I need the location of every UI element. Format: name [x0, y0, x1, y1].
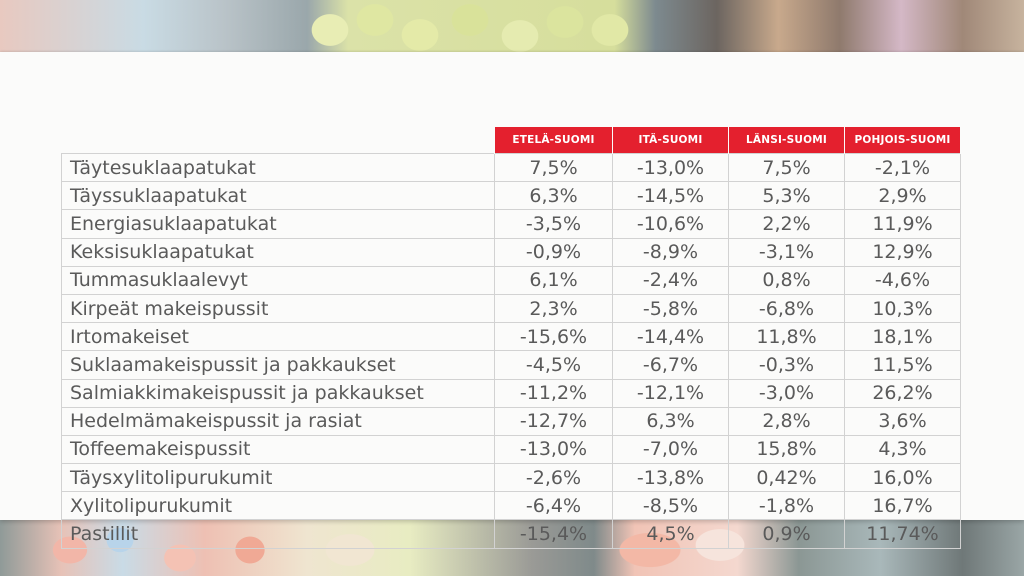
value-cell: 2,9%: [844, 181, 961, 211]
value-cell: -8,5%: [612, 491, 729, 521]
value-cell: -4,6%: [844, 265, 961, 295]
value-cell: 10,3%: [844, 293, 961, 324]
column-header-ita-suomi: ITÄ-SUOMI: [612, 126, 729, 154]
value-cell: 6,1%: [494, 265, 613, 295]
row-label: Irtomakeiset: [61, 322, 495, 352]
value-cell: 11,9%: [844, 209, 961, 239]
value-cell: -15,6%: [494, 322, 613, 352]
value-cell: -6,8%: [728, 293, 845, 324]
value-cell: 4,5%: [612, 519, 729, 549]
table-row: Hedelmämakeispussit ja rasiat -12,7% 6,3% 2…: [61, 406, 961, 436]
value-cell: -0,9%: [494, 237, 613, 267]
value-cell: -3,5%: [494, 209, 613, 239]
value-cell: -12,1%: [612, 378, 729, 408]
row-label: Täyssuklaapatukat: [61, 181, 495, 211]
table-row: Kirpeät makeispussit 2,3% -5,8% -6,8% 10,3%: [61, 293, 961, 324]
value-cell: -3,0%: [728, 378, 845, 408]
column-header-etela-suomi: ETELÄ-SUOMI: [494, 126, 613, 154]
table-row: Irtomakeiset -15,6% -14,4% 11,8% 18,1%: [61, 322, 961, 352]
value-cell: -1,8%: [728, 491, 845, 521]
value-cell: 2,2%: [728, 209, 845, 239]
table-row: Pastillit -15,4% 4,5% 0,9% 11,74%: [61, 519, 961, 549]
value-cell: 7,5%: [728, 152, 845, 183]
row-label: Energiasuklaapatukat: [61, 209, 495, 239]
value-cell: 11,5%: [844, 350, 961, 380]
value-cell: 15,8%: [728, 434, 845, 465]
value-cell: 4,3%: [844, 434, 961, 465]
value-cell: -6,4%: [494, 491, 613, 521]
table-row: Tummasuklaalevyt 6,1% -2,4% 0,8% -4,6%: [61, 265, 961, 295]
value-cell: 26,2%: [844, 378, 961, 408]
table-row: Täytesuklaapatukat 7,5% -13,0% 7,5% -2,1%: [61, 152, 961, 183]
value-cell: -14,4%: [612, 322, 729, 352]
value-cell: 11,74%: [844, 519, 961, 549]
value-cell: -2,4%: [612, 265, 729, 295]
value-cell: 0,9%: [728, 519, 845, 549]
value-cell: 2,3%: [494, 293, 613, 324]
value-cell: -2,6%: [494, 463, 613, 493]
header-blank-cell: [62, 127, 495, 154]
value-cell: -6,7%: [612, 350, 729, 380]
value-cell: -5,8%: [612, 293, 729, 324]
value-cell: -13,8%: [612, 463, 729, 493]
row-label: Toffeemakeispussit: [61, 434, 495, 465]
value-cell: -3,1%: [728, 237, 845, 267]
value-cell: 6,3%: [494, 181, 613, 211]
value-cell: -13,0%: [612, 152, 729, 183]
row-label: Kirpeät makeispussit: [61, 293, 495, 324]
row-label: Hedelmämakeispussit ja rasiat: [61, 406, 495, 436]
row-label: Tummasuklaalevyt: [61, 265, 495, 295]
value-cell: 16,7%: [844, 491, 961, 521]
value-cell: -12,7%: [494, 406, 613, 436]
value-cell: -13,0%: [494, 434, 613, 465]
regional-sales-change-table: ETELÄ-SUOMI ITÄ-SUOMI LÄNSI-SUOMI POHJOI…: [61, 126, 961, 549]
value-cell: 0,42%: [728, 463, 845, 493]
value-cell: 11,8%: [728, 322, 845, 352]
value-cell: 18,1%: [844, 322, 961, 352]
column-header-lansi-suomi: LÄNSI-SUOMI: [728, 126, 845, 154]
value-cell: 3,6%: [844, 406, 961, 436]
value-cell: -2,1%: [844, 152, 961, 183]
row-label: Suklaamakeispussit ja pakkaukset: [61, 350, 495, 380]
row-label: Täysxylitolipurukumit: [61, 463, 495, 493]
content-panel: ETELÄ-SUOMI ITÄ-SUOMI LÄNSI-SUOMI POHJOI…: [0, 52, 1024, 549]
value-cell: -14,5%: [612, 181, 729, 211]
value-cell: -8,9%: [612, 237, 729, 267]
table-row: Täyssuklaapatukat 6,3% -14,5% 5,3% 2,9%: [61, 181, 961, 211]
row-label: Keksisuklaapatukat: [61, 237, 495, 267]
column-header-pohjois-suomi: POHJOIS-SUOMI: [844, 126, 961, 154]
table-row: Täysxylitolipurukumit -2,6% -13,8% 0,42% 16,…: [61, 463, 961, 493]
candy-photo-top-banner: [0, 0, 1024, 52]
row-label: Salmiakkimakeispussit ja pakkaukset: [61, 378, 495, 408]
value-cell: 16,0%: [844, 463, 961, 493]
row-label: Pastillit: [61, 519, 495, 549]
value-cell: -10,6%: [612, 209, 729, 239]
value-cell: 7,5%: [494, 152, 613, 183]
value-cell: -7,0%: [612, 434, 729, 465]
table-row: Salmiakkimakeispussit ja pakkaukset -11,2…: [61, 378, 961, 408]
value-cell: 12,9%: [844, 237, 961, 267]
table-row: Energiasuklaapatukat -3,5% -10,6% 2,2% 11,9%: [61, 209, 961, 239]
value-cell: 2,8%: [728, 406, 845, 436]
table-header-row: ETELÄ-SUOMI ITÄ-SUOMI LÄNSI-SUOMI POHJOI…: [62, 126, 961, 154]
value-cell: -15,4%: [494, 519, 613, 549]
value-cell: 6,3%: [612, 406, 729, 436]
value-cell: -11,2%: [494, 378, 613, 408]
value-cell: -0,3%: [728, 350, 845, 380]
value-cell: 5,3%: [728, 181, 845, 211]
value-cell: 0,8%: [728, 265, 845, 295]
table-row: Toffeemakeispussit -13,0% -7,0% 15,8% 4,3%: [61, 434, 961, 465]
row-label: Xylitolipurukumit: [61, 491, 495, 521]
row-label: Täytesuklaapatukat: [61, 152, 495, 183]
table-row: Suklaamakeispussit ja pakkaukset -4,5% -6,…: [61, 350, 961, 380]
value-cell: -4,5%: [494, 350, 613, 380]
table-row: Keksisuklaapatukat -0,9% -8,9% -3,1% 12,9%: [61, 237, 961, 267]
table-row: Xylitolipurukumit -6,4% -8,5% -1,8% 16,7%: [61, 491, 961, 521]
